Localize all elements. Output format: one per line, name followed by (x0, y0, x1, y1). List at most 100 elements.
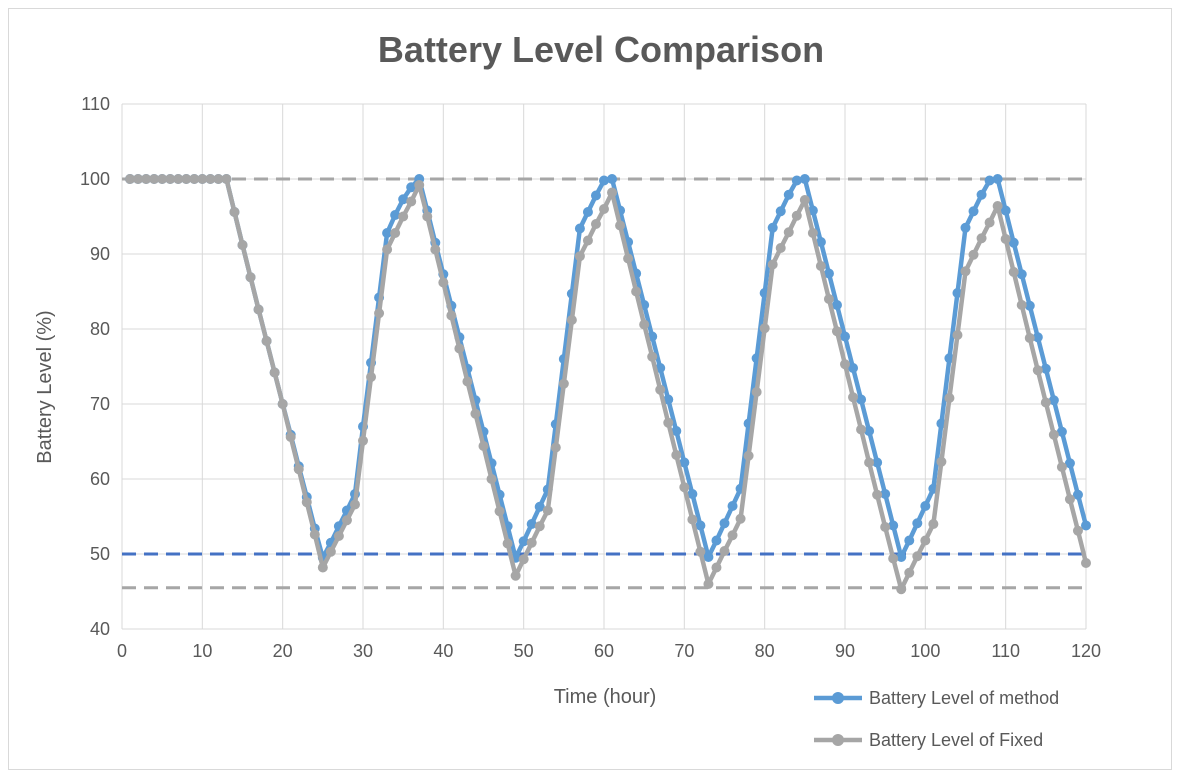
data-point (446, 310, 457, 321)
data-point (848, 363, 859, 373)
data-point (952, 330, 963, 340)
data-point (920, 535, 931, 546)
data-point (358, 435, 368, 446)
data-point (590, 190, 601, 201)
data-point (197, 174, 208, 184)
data-point (165, 174, 176, 184)
data-point (751, 387, 762, 397)
x-tick-label: 110 (991, 641, 1020, 661)
data-point (502, 538, 513, 549)
data-point (1072, 489, 1083, 500)
data-point (687, 514, 698, 525)
data-point (542, 505, 553, 516)
data-point (550, 442, 561, 453)
legend-label: Battery Level of Fixed (869, 730, 1043, 750)
data-point (285, 432, 296, 442)
data-point (438, 277, 449, 288)
data-point (494, 506, 505, 517)
legend-swatch-marker (832, 734, 844, 746)
data-point (173, 174, 184, 184)
data-point (1064, 458, 1075, 469)
data-point (398, 211, 409, 222)
data-point (1056, 426, 1067, 437)
data-point (1024, 300, 1035, 311)
data-point (831, 326, 842, 337)
data-point (791, 175, 802, 186)
data-point (599, 175, 609, 186)
data-point (831, 300, 842, 310)
x-tick-label: 120 (1071, 641, 1101, 661)
y-tick-label: 50 (90, 544, 110, 564)
x-axis-label: Time (hour) (554, 686, 657, 708)
data-point (856, 424, 867, 435)
data-point (526, 537, 537, 548)
legend-swatch-marker (832, 692, 844, 704)
data-point (213, 174, 224, 184)
data-point (518, 554, 529, 565)
data-point (237, 240, 248, 250)
data-point (1040, 363, 1051, 374)
data-point (1000, 205, 1011, 216)
tick-labels: 40 50 60 70 80 90 100 110 0 10 20 30 40 50 60 70 80 90 100… (80, 94, 1101, 661)
data-point (815, 261, 826, 271)
x-tick-label: 80 (755, 641, 775, 661)
data-point (1081, 558, 1091, 568)
data-point (534, 501, 545, 512)
data-point (719, 518, 730, 529)
data-point (639, 319, 650, 330)
data-point (864, 426, 875, 436)
data-point (510, 570, 521, 581)
data-point (125, 174, 136, 184)
data-point (783, 189, 794, 200)
data-point (333, 531, 344, 541)
x-tick-label: 40 (433, 641, 453, 661)
data-point (574, 251, 585, 262)
data-point (382, 228, 393, 238)
data-point (815, 237, 826, 247)
data-point (823, 268, 834, 279)
data-point (590, 219, 601, 229)
data-point (558, 378, 569, 389)
data-point (775, 243, 786, 253)
data-point (719, 546, 730, 556)
y-axis-label: Battery Level (%) (34, 310, 56, 463)
data-point (952, 288, 963, 298)
data-point (382, 244, 393, 255)
data-point (848, 392, 859, 403)
series-0 (125, 174, 1091, 563)
data-point (872, 457, 883, 468)
y-tick-label: 100 (80, 169, 110, 189)
data-point (1040, 397, 1051, 408)
x-tick-label: 70 (674, 641, 694, 661)
data-point (856, 394, 867, 405)
legend: Battery Level of method Battery Level of … (814, 688, 1059, 750)
data-point (743, 450, 754, 461)
data-point (1008, 267, 1019, 277)
y-tick-label: 40 (90, 619, 110, 639)
legend-label: Battery Level of method (869, 688, 1059, 708)
data-point (928, 519, 939, 529)
data-point (799, 174, 810, 184)
data-point (325, 546, 336, 557)
data-point (157, 174, 168, 184)
data-point (984, 175, 995, 186)
data-point (582, 207, 593, 217)
x-tick-label: 30 (353, 641, 373, 661)
data-point (904, 535, 915, 546)
data-point (341, 515, 352, 526)
x-tick-label: 60 (594, 641, 614, 661)
data-point (711, 535, 722, 546)
data-point (486, 474, 497, 484)
data-point (799, 195, 810, 205)
data-point (968, 206, 979, 217)
data-point (912, 551, 923, 562)
data-point (1056, 462, 1067, 472)
data-point (807, 205, 818, 216)
data-point (566, 315, 577, 325)
data-point (968, 249, 979, 260)
data-point (687, 489, 698, 499)
series-layer (125, 174, 1091, 595)
data-point (711, 562, 722, 573)
data-point (896, 552, 907, 562)
data-point (317, 562, 328, 573)
